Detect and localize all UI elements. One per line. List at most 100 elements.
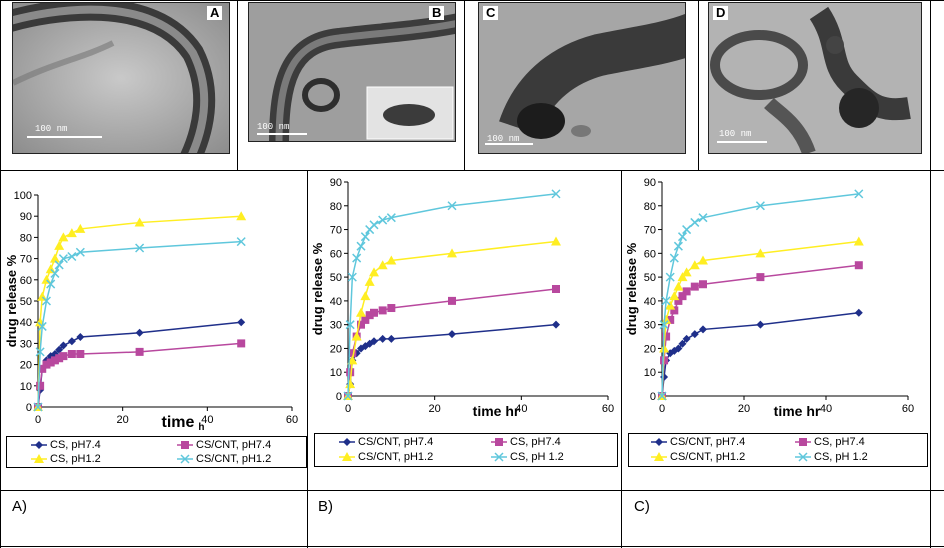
legend-marker-x	[491, 452, 507, 462]
y-tick-label: 50	[20, 296, 32, 308]
data-point	[67, 251, 77, 262]
scale-label-c: 100 nm	[487, 134, 520, 144]
legend-label: CS/CNT, pH7.4	[358, 436, 434, 448]
data-point	[67, 350, 76, 358]
chart-b: 0 10 20 30 40 50 60 70 80 90 0 20 40 60 drug release %…	[310, 172, 618, 437]
y-tick-label: 60	[644, 248, 656, 260]
y-tick-label: 10	[20, 381, 32, 393]
data-point	[55, 345, 64, 354]
x-tick-label: 40	[515, 403, 527, 415]
x-tick-label: 0	[659, 403, 665, 415]
data-point	[347, 355, 358, 365]
legend-marker-square	[795, 438, 811, 446]
y-tick-label: 40	[330, 296, 342, 308]
data-point	[236, 237, 246, 247]
tem-letter-c: C	[483, 6, 499, 20]
data-point	[386, 255, 397, 265]
y-tick-label: 40	[20, 317, 32, 329]
tem-image-d: D 100 nm	[708, 2, 922, 154]
data-point	[33, 402, 43, 412]
data-point	[755, 201, 765, 211]
legend-marker-square	[177, 441, 193, 449]
data-point	[364, 276, 375, 286]
data-point	[360, 232, 370, 242]
data-point	[666, 315, 675, 324]
data-point	[682, 225, 692, 235]
y-tick-label: 90	[644, 177, 656, 189]
data-point	[76, 333, 85, 342]
data-point	[690, 217, 700, 227]
data-point	[661, 296, 671, 306]
data-point	[756, 273, 765, 282]
grid-line-tem3	[698, 0, 699, 170]
legend-item: CS, pH7.4	[795, 436, 865, 448]
legend-c: CS/CNT, pH7.4 CS, pH7.4 CS/CNT, pH1.2 CS…	[628, 433, 928, 467]
data-point	[674, 296, 683, 305]
data-point	[67, 337, 76, 346]
data-point	[42, 360, 51, 369]
legend-label: CS/CNT, pH1.2	[358, 451, 434, 463]
legend-marker-diamond	[339, 438, 355, 446]
x-tick-label: 60	[902, 403, 914, 415]
x-axis-unit: h	[198, 422, 204, 433]
grid-line-labels	[0, 490, 944, 491]
series-line	[347, 193, 557, 397]
legend-a: CS, pH7.4 CS/CNT, pH7.4 CS, pH1.2 CS/CNT…	[6, 436, 307, 468]
legend-label: CS, pH7.4	[814, 436, 865, 448]
panel-label-a: A)	[12, 498, 27, 515]
data-point	[352, 253, 362, 263]
data-point	[76, 350, 85, 358]
data-point	[58, 254, 68, 264]
chart-b-svg: 0 10 20 30 40 50 60 70 80 90 0 20 40 60 drug release %…	[310, 177, 614, 419]
legend-label: CS, pH 1.2	[510, 451, 564, 463]
x-tick-label: 20	[117, 414, 129, 426]
data-point	[49, 253, 60, 263]
data-point	[50, 268, 60, 278]
data-point	[678, 292, 687, 301]
x-tick-label: 20	[738, 403, 750, 415]
data-point	[387, 304, 396, 313]
series-line	[37, 215, 242, 408]
grid-line-chart2	[621, 170, 622, 548]
data-point	[665, 272, 675, 282]
chart-a: 0 10 20 30 40 50 60 70 80 90 100 0 20 40 60 drug releas…	[4, 175, 304, 440]
data-point	[59, 352, 68, 361]
scale-bar-b	[257, 133, 307, 135]
legend-marker-square	[491, 438, 507, 446]
grid-line-left	[0, 0, 1, 548]
legend-item: CS, pH7.4	[491, 436, 561, 448]
series-line	[347, 288, 557, 397]
legend-item: CS/CNT, pH7.4	[177, 439, 271, 451]
grid-line-tem1	[237, 0, 238, 170]
data-point	[854, 261, 863, 270]
x-tick-label: 0	[345, 403, 351, 415]
data-point	[377, 260, 388, 270]
data-point	[551, 236, 561, 246]
legend-item: CS, pH 1.2	[795, 451, 868, 463]
data-point	[448, 296, 456, 305]
data-point	[448, 330, 456, 339]
data-point	[54, 260, 64, 270]
data-point	[369, 267, 379, 277]
legend-marker-triangle	[339, 452, 355, 461]
data-point	[351, 331, 362, 341]
data-point	[356, 241, 366, 251]
data-point	[237, 318, 246, 327]
data-point	[58, 232, 69, 242]
legend-item: CS, pH1.2	[31, 453, 101, 465]
legend-label: CS/CNT, pH1.2	[196, 453, 272, 465]
panel-label-b: B)	[318, 498, 333, 515]
data-point	[854, 308, 863, 317]
data-point	[46, 358, 55, 367]
data-point	[378, 215, 388, 225]
tem-letter-b: B	[429, 6, 445, 20]
tem-image-b: B 100 nm	[248, 2, 456, 142]
data-point	[347, 272, 357, 282]
legend-label: CS/CNT, pH1.2	[670, 451, 746, 463]
data-point	[682, 334, 691, 343]
data-point	[673, 241, 683, 251]
x-tick-label: 40	[820, 403, 832, 415]
data-point	[690, 282, 699, 291]
grid-line-tem2	[464, 0, 465, 170]
data-point	[678, 339, 687, 348]
